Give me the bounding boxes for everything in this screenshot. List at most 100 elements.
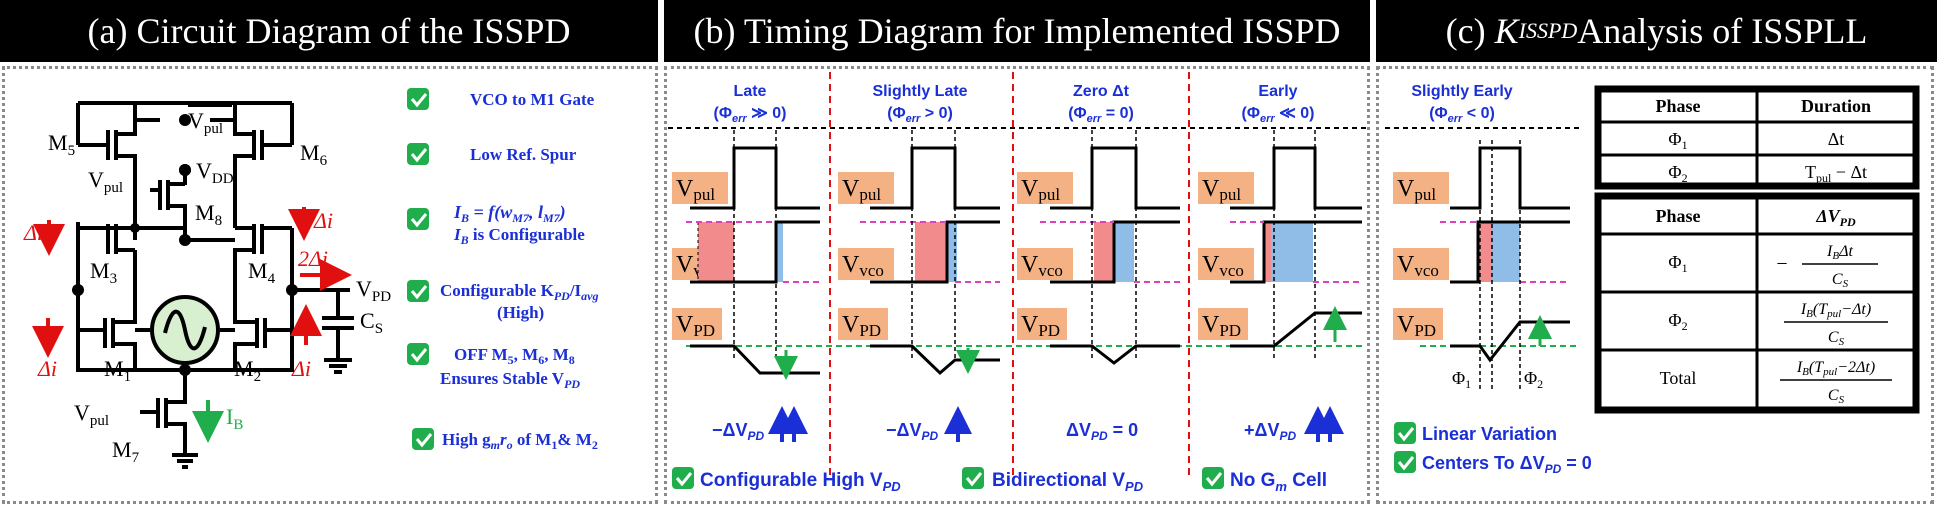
table2-row2-den: CS bbox=[1828, 329, 1845, 348]
svg-text:Vvco: Vvco bbox=[1202, 252, 1244, 280]
label-di-right-bot: Δi bbox=[291, 356, 311, 381]
timing-footer: Configurable High VPD Bidirectional VPD … bbox=[672, 467, 1327, 494]
signal-labels-col2: Vpul Vvco VPD bbox=[838, 172, 894, 340]
col-phase-zero: (Φerr = 0) bbox=[1068, 105, 1134, 125]
check-centers: Centers To ΔVPD = 0 bbox=[1422, 453, 1592, 476]
svg-text:Vpul: Vpul bbox=[1202, 176, 1241, 204]
check-icon bbox=[672, 467, 694, 489]
footer-configurable: Configurable High VPD bbox=[700, 470, 901, 494]
svg-text:Vpul: Vpul bbox=[676, 176, 715, 204]
label-m5: M5 bbox=[48, 130, 75, 159]
footer-no-gm: No Gm Cell bbox=[1230, 470, 1327, 494]
header-timing: (b) Timing Diagram for Implemented ISSPD bbox=[664, 0, 1370, 62]
waveform-zero bbox=[1040, 130, 1180, 365]
vdd-terminal bbox=[179, 164, 191, 180]
result-early: +ΔVPD bbox=[1244, 420, 1296, 443]
col-title-late: Late bbox=[734, 83, 767, 100]
col-title-slightly-late: Slightly Late bbox=[872, 83, 967, 100]
label-m7: M7 bbox=[112, 437, 140, 466]
table2-row3-den: CS bbox=[1828, 387, 1845, 406]
label-di-right-top: Δi bbox=[313, 208, 333, 233]
label-m6: M6 bbox=[300, 140, 328, 169]
label-ib: IB bbox=[226, 404, 243, 433]
check-text-6: High gmro of M1& M2 bbox=[442, 430, 598, 452]
label-m1: M1 bbox=[104, 356, 131, 385]
label-di-left-bot: Δi bbox=[37, 356, 57, 381]
table2-row3-num: IB(Tpul−2Δt) bbox=[1796, 359, 1875, 378]
check-text-3b: IB is Configurable bbox=[453, 225, 585, 247]
label-m8: M8 bbox=[195, 200, 222, 229]
current-arrows bbox=[32, 207, 352, 443]
check-icon bbox=[962, 467, 984, 489]
header-circuit: (a) Circuit Diagram of the ISSPD bbox=[0, 0, 658, 62]
table2-header-dv: ΔVPD bbox=[1815, 206, 1856, 229]
label-vpd: VPD bbox=[356, 276, 391, 305]
svg-text:Vpul: Vpul bbox=[1397, 176, 1436, 204]
table2-row3-phase: Total bbox=[1660, 368, 1697, 388]
footer-bidirectional: Bidirectional VPD bbox=[992, 470, 1144, 494]
check-text-2: Low Ref. Spur bbox=[470, 145, 577, 164]
panel-timing bbox=[664, 66, 1370, 504]
table2-row2-num: IB(Tpul−Δt) bbox=[1800, 301, 1871, 320]
check-text-5a: OFF M5, M6, M8 bbox=[454, 345, 575, 367]
waveform-slightly-early bbox=[1440, 140, 1570, 392]
label-vpul-m7: Vpul bbox=[74, 400, 109, 429]
label-m3: M3 bbox=[90, 258, 117, 287]
analysis-title: Slightly Early bbox=[1411, 83, 1512, 100]
timing-column-titles: Late (Φerr ≫ 0) Slightly Late (Φerr > 0)… bbox=[713, 83, 1314, 125]
circuit-nodes bbox=[72, 114, 298, 376]
label-m2: M2 bbox=[234, 356, 261, 385]
table2-row1-num: IBΔt bbox=[1826, 243, 1853, 262]
label-vdd: VDD bbox=[196, 158, 234, 187]
table2-row2-phase: Φ2 bbox=[1668, 310, 1687, 333]
analysis-signal-labels: Vpul Vvco VPD bbox=[1393, 172, 1449, 340]
table2-row1-den: CS bbox=[1832, 271, 1849, 290]
delta-i-labels: Δi Δi 2Δi Δi Δi bbox=[23, 208, 333, 381]
table2-row1-phase: Φ1 bbox=[1668, 252, 1687, 275]
check-icon bbox=[1394, 422, 1416, 444]
label-m4: M4 bbox=[248, 258, 276, 287]
result-slightly-late: −ΔVPD bbox=[886, 420, 938, 443]
analysis-checklist: Linear Variation Centers To ΔVPD = 0 bbox=[1394, 422, 1592, 476]
table1-header-duration: Duration bbox=[1801, 96, 1871, 116]
header-c-sub: ISSPD bbox=[1518, 18, 1578, 43]
header-c-k: K bbox=[1494, 11, 1519, 51]
table1-row1-value: Δt bbox=[1828, 129, 1845, 149]
col-phase-late: (Φerr ≫ 0) bbox=[713, 105, 786, 125]
svg-text:VPD: VPD bbox=[842, 312, 881, 340]
check-icon bbox=[1394, 451, 1416, 473]
check-linear-variation: Linear Variation bbox=[1422, 424, 1557, 444]
fraction-bars bbox=[1780, 263, 1892, 381]
analysis-phase: (Φerr < 0) bbox=[1429, 105, 1495, 125]
table1-row1-phase: Φ1 bbox=[1668, 129, 1687, 152]
phi2-label: Φ2 bbox=[1524, 368, 1543, 391]
check-icon bbox=[407, 280, 429, 302]
signal-labels: Vpul Vvco VPD Vpul Vvco VPD Vpul Vvco VP… bbox=[672, 172, 1254, 340]
table1-row2-phase: Φ2 bbox=[1668, 162, 1687, 185]
table2-row1-sign: − bbox=[1776, 253, 1787, 275]
check-icon bbox=[407, 88, 429, 110]
waveform-slightly-late bbox=[860, 130, 1000, 376]
col-title-zero: Zero Δt bbox=[1073, 83, 1130, 100]
label-cs: CS bbox=[360, 308, 383, 337]
circuit-labels: M5 M6 Vpul VDD Vpul M8 M3 M4 M1 M2 Vpul … bbox=[48, 108, 391, 466]
check-icon bbox=[412, 428, 434, 450]
result-arrows bbox=[768, 406, 1344, 442]
check-text-4b: (High) bbox=[497, 303, 544, 322]
panel-circuit bbox=[2, 66, 658, 504]
label-di-left-top: Δi bbox=[23, 220, 43, 245]
svg-text:Vpul: Vpul bbox=[842, 176, 881, 204]
svg-text:VPD: VPD bbox=[1202, 312, 1241, 340]
label-2di: 2Δi bbox=[298, 246, 328, 271]
check-icon bbox=[1202, 467, 1224, 489]
result-late: −ΔVPD bbox=[712, 420, 764, 443]
col-phase-slightly-late: (Φerr > 0) bbox=[887, 105, 953, 125]
panel-analysis bbox=[1376, 66, 1934, 504]
delta-vpd-table: Phase ΔVPD Φ1 − IBΔt CS Φ2 IB(Tpul−Δt) C… bbox=[1594, 192, 1920, 414]
waveform-late bbox=[686, 130, 820, 380]
analysis-column-title: Slightly Early (Φerr < 0) bbox=[1411, 83, 1512, 125]
analysis-phase-labels: Φ1 Φ2 bbox=[1452, 368, 1543, 391]
header-c-suffix: Analysis of ISSPLL bbox=[1577, 11, 1868, 51]
svg-text:VPD: VPD bbox=[676, 312, 715, 340]
svg-text:Vvco: Vvco bbox=[842, 252, 884, 280]
